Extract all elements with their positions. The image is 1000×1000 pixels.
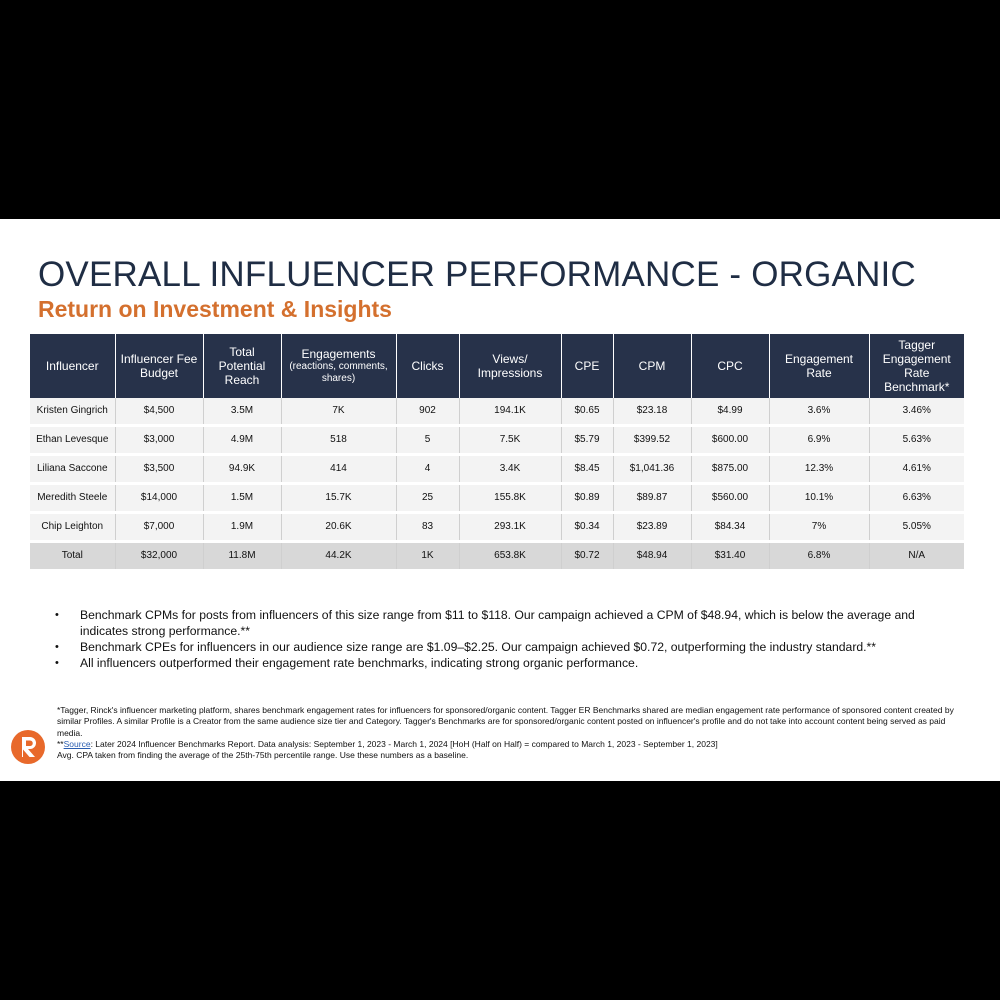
table-cell: 5 xyxy=(396,425,460,456)
list-item: Benchmark CPEs for influencers in our au… xyxy=(55,639,945,655)
table-cell: Kristen Gingrich xyxy=(30,398,116,427)
table-cell: 518 xyxy=(281,425,397,456)
table-cell: $1,041.36 xyxy=(613,454,692,485)
table-cell: $5.79 xyxy=(561,425,614,456)
slide: OVERALL INFLUENCER PERFORMANCE - ORGANIC… xyxy=(0,219,1000,781)
table-cell: 4 xyxy=(396,454,460,485)
column-header-influencer: Influencer xyxy=(30,334,116,398)
table-cell: 6.63% xyxy=(869,483,964,514)
table-cell: 414 xyxy=(281,454,397,485)
table-cell: 1.9M xyxy=(203,512,282,543)
table-cell: $0.34 xyxy=(561,512,614,543)
table-cell: 1K xyxy=(396,541,460,572)
column-header-engagement-rate: Engagement Rate xyxy=(769,334,870,398)
table-row: Chip Leighton $7,000 1.9M 20.6K 83 293.1… xyxy=(30,512,964,543)
list-item: All influencers outperformed their engag… xyxy=(55,655,945,671)
table-cell: 6.8% xyxy=(769,541,870,572)
table-cell: $7,000 xyxy=(115,512,204,543)
table-cell: 10.1% xyxy=(769,483,870,514)
table-cell: 44.2K xyxy=(281,541,397,572)
table-cell: 653.8K xyxy=(459,541,562,572)
table-total-row: Total $32,000 11.8M 44.2K 1K 653.8K $0.7… xyxy=(30,541,964,572)
table-cell: $84.34 xyxy=(691,512,770,543)
table-cell: $600.00 xyxy=(691,425,770,456)
table-cell: $23.89 xyxy=(613,512,692,543)
table-cell: Total xyxy=(30,541,116,572)
table-row: Liliana Saccone $3,500 94.9K 414 4 3.4K … xyxy=(30,454,964,485)
table-cell: Liliana Saccone xyxy=(30,454,116,485)
column-header-fee-budget: Influencer Fee Budget xyxy=(115,334,204,398)
page-subtitle: Return on Investment & Insights xyxy=(38,296,392,322)
table-cell: 83 xyxy=(396,512,460,543)
table-cell: $32,000 xyxy=(115,541,204,572)
table-cell: $14,000 xyxy=(115,483,204,514)
footnote-source: **Source: Later 2024 Influencer Benchmar… xyxy=(57,738,718,749)
table-cell: 25 xyxy=(396,483,460,514)
column-header-potential-reach: Total Potential Reach xyxy=(203,334,282,398)
table-cell: 5.05% xyxy=(869,512,964,543)
column-header-cpm: CPM xyxy=(613,334,692,398)
column-header-clicks: Clicks xyxy=(396,334,460,398)
table-cell: 15.7K xyxy=(281,483,397,514)
table-cell: $875.00 xyxy=(691,454,770,485)
table-row: Meredith Steele $14,000 1.5M 15.7K 25 15… xyxy=(30,483,964,514)
table-cell: 7K xyxy=(281,398,397,427)
table-cell: $3,500 xyxy=(115,454,204,485)
footnotes: *Tagger, Rinck's influencer marketing pl… xyxy=(57,705,957,761)
table-cell: $89.87 xyxy=(613,483,692,514)
table-cell: $3,000 xyxy=(115,425,204,456)
column-header-cpc: CPC xyxy=(691,334,770,398)
footnote-cpa: Avg. CPA taken from finding the average … xyxy=(57,750,469,761)
column-header-engagements: Engagements (reactions, comments, shares) xyxy=(281,334,397,398)
table-cell: 155.8K xyxy=(459,483,562,514)
table-row: Ethan Levesque $3,000 4.9M 518 5 7.5K $5… xyxy=(30,425,964,456)
table-cell: 4.9M xyxy=(203,425,282,456)
table-cell: 1.5M xyxy=(203,483,282,514)
page-title: OVERALL INFLUENCER PERFORMANCE - ORGANIC xyxy=(38,255,916,294)
column-header-benchmark: Tagger Engagement Rate Benchmark* xyxy=(869,334,964,398)
table-cell: 7% xyxy=(769,512,870,543)
table-cell: 194.1K xyxy=(459,398,562,427)
table-cell: $48.94 xyxy=(613,541,692,572)
insights-list: Benchmark CPMs for posts from influencer… xyxy=(55,607,945,671)
list-item: Benchmark CPMs for posts from influencer… xyxy=(55,607,945,639)
table-cell: 293.1K xyxy=(459,512,562,543)
table-cell: 3.5M xyxy=(203,398,282,427)
table-cell: $4,500 xyxy=(115,398,204,427)
table-cell: $4.99 xyxy=(691,398,770,427)
table-cell: 5.63% xyxy=(869,425,964,456)
footnote-tagger: *Tagger, Rinck's influencer marketing pl… xyxy=(57,705,954,738)
table-cell: $560.00 xyxy=(691,483,770,514)
table-cell: $31.40 xyxy=(691,541,770,572)
table-cell: 12.3% xyxy=(769,454,870,485)
table-cell: 94.9K xyxy=(203,454,282,485)
table-cell: 20.6K xyxy=(281,512,397,543)
table-cell: $0.89 xyxy=(561,483,614,514)
table-cell: 7.5K xyxy=(459,425,562,456)
table-cell: N/A xyxy=(869,541,964,572)
table-cell: $399.52 xyxy=(613,425,692,456)
table-cell: Meredith Steele xyxy=(30,483,116,514)
table-cell: 4.61% xyxy=(869,454,964,485)
source-link[interactable]: Source xyxy=(63,738,91,749)
table-cell: 11.8M xyxy=(203,541,282,572)
table-cell: $0.72 xyxy=(561,541,614,572)
table-cell: 3.6% xyxy=(769,398,870,427)
table-cell: $0.65 xyxy=(561,398,614,427)
column-header-views: Views/ Impressions xyxy=(459,334,562,398)
table-cell: $23.18 xyxy=(613,398,692,427)
performance-table: Influencer Influencer Fee Budget Total P… xyxy=(30,334,964,572)
column-header-cpe: CPE xyxy=(561,334,614,398)
table-cell: 902 xyxy=(396,398,460,427)
table-cell: 3.4K xyxy=(459,454,562,485)
table-cell: Ethan Levesque xyxy=(30,425,116,456)
table-cell: 3.46% xyxy=(869,398,964,427)
column-header-engagements-note: (reactions, comments, shares) xyxy=(289,361,388,384)
rinck-r-logo-icon xyxy=(11,730,45,764)
table-row: Kristen Gingrich $4,500 3.5M 7K 902 194.… xyxy=(30,398,964,427)
table-cell: Chip Leighton xyxy=(30,512,116,543)
table-header-row: Influencer Influencer Fee Budget Total P… xyxy=(30,334,964,398)
table-cell: 6.9% xyxy=(769,425,870,456)
table-cell: $8.45 xyxy=(561,454,614,485)
